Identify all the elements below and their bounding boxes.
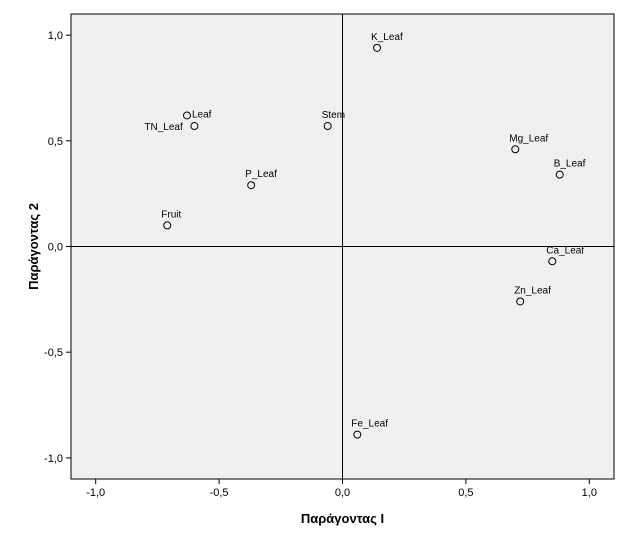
x-axis-ticks: -1,0 -0,5 0,0 0,5 1,0 (86, 479, 597, 499)
point-marker (516, 297, 525, 306)
point-label: Zn_Leaf (514, 285, 551, 296)
point-label: K_Leaf (371, 32, 403, 43)
point-label: P_Leaf (245, 169, 277, 180)
data-point: K_Leaf (371, 32, 403, 52)
data-point: TN_Leaf (144, 122, 199, 133)
point-marker (163, 221, 172, 230)
x-tick-label: 0,5 (458, 487, 473, 499)
data-point: Mg_Leaf (509, 133, 548, 154)
y-tick-label: -0,5 (44, 347, 63, 359)
point-label: Ca_Leaf (546, 245, 584, 256)
point-label: Leaf (192, 109, 212, 120)
y-tick-label: 1,0 (48, 30, 63, 42)
point-marker (353, 430, 362, 439)
point-marker (373, 43, 382, 52)
point-label: Stem (322, 110, 345, 121)
x-tick-label: -1,0 (86, 487, 105, 499)
x-tick-label: 0,0 (335, 487, 350, 499)
point-label: Mg_Leaf (509, 133, 548, 144)
data-point: Stem (322, 110, 345, 131)
x-tick-label: -0,5 (210, 487, 229, 499)
point-marker (323, 122, 332, 131)
point-label: B_Leaf (554, 159, 586, 170)
point-label: TN_Leaf (144, 122, 183, 133)
point-marker (247, 181, 256, 190)
x-tick-label: 1,0 (582, 487, 597, 499)
point-label: Fe_Leaf (351, 419, 388, 430)
point-marker (555, 170, 564, 179)
data-points: K_Leaf Leaf TN_Leaf Stem Mg_Leaf B_Leaf P_Leaf… (144, 32, 586, 439)
data-point: Leaf (183, 109, 212, 120)
point-marker (190, 122, 199, 131)
y-tick-label: 0,5 (48, 136, 63, 148)
point-marker (548, 257, 557, 266)
point-marker (511, 145, 520, 154)
point-label: Fruit (161, 209, 181, 220)
data-point: Fruit (161, 209, 181, 230)
data-point: P_Leaf (245, 169, 277, 190)
x-axis-title: Παράγοντας Ι (301, 511, 384, 526)
data-point: Zn_Leaf (514, 285, 551, 306)
data-point: B_Leaf (554, 159, 586, 179)
data-point: Ca_Leaf (546, 245, 584, 266)
y-axis-ticks: -1,0 -0,5 0,0 0,5 1,0 (44, 30, 71, 465)
y-tick-label: -1,0 (44, 453, 63, 465)
y-axis-title: Παράγοντας 2 (26, 203, 41, 290)
data-point: Fe_Leaf (351, 419, 388, 439)
y-tick-label: 0,0 (48, 242, 63, 254)
point-marker (183, 111, 192, 120)
